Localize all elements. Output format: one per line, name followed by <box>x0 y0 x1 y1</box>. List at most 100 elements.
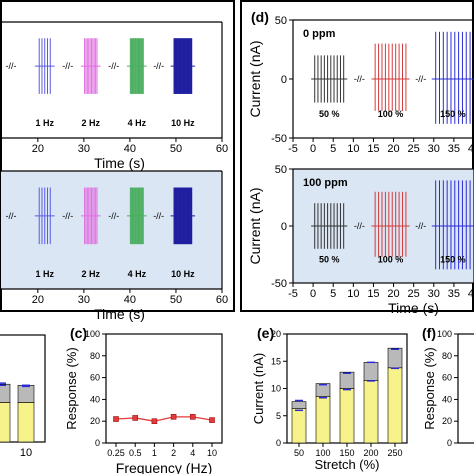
panel-c-xlabel: Frequency (Hz) <box>116 460 212 474</box>
current-0-ytick-label: 0 <box>281 74 287 86</box>
panel-c-point-2 <box>151 418 158 425</box>
panel-c-ytick-label: 40 <box>90 394 100 404</box>
panel-c-xtick-label: 1 <box>152 448 157 458</box>
left-group-border <box>0 0 235 312</box>
current-break-mark-0: -//- <box>354 74 365 84</box>
panel-c-xtick-label: 4 <box>190 448 195 458</box>
panel-c-label: (c) <box>70 325 87 341</box>
trace-1-tick-label: 30 <box>78 294 90 306</box>
segment-label-4hz: 4 Hz <box>128 269 147 279</box>
current-1-tick-label: 25 <box>408 288 420 300</box>
current-1-tick-label: -5 <box>288 288 298 300</box>
current-1-tick-label: 40 <box>468 288 474 300</box>
panel-c-xtick-label: 10 <box>207 448 217 458</box>
trace-1-tick-label: 40 <box>124 294 136 306</box>
break-mark-3: -//- <box>153 211 164 221</box>
current-0-panel-label: (d) <box>251 9 269 25</box>
trace-0-tick-label: 20 <box>32 143 44 155</box>
current-0-tick-label: 5 <box>330 143 336 155</box>
current-label-50: 50 % <box>319 109 340 119</box>
current-0-ylabel: Current (nA) <box>247 40 263 117</box>
right-group-border <box>240 0 474 312</box>
current-segment-150 <box>431 31 474 124</box>
panel-e-bar-grey-4 <box>387 347 403 369</box>
panel-e-ylabel: Current (nA) <box>251 353 266 425</box>
current-segment-100 <box>371 191 410 257</box>
segment-label-10hz: 10 Hz <box>171 269 195 279</box>
current-break-mark-1: -//- <box>415 74 426 84</box>
trace-1-tick-label: 20 <box>32 294 44 306</box>
trace-1-tick-label: 60 <box>216 294 228 306</box>
bar-left-yellow-0 <box>0 402 11 443</box>
current-1-tick-label: 0 <box>310 288 316 300</box>
break-mark-1: -//- <box>62 61 73 71</box>
current-label-150: 150 % <box>440 109 466 119</box>
segment-label-2hz: 2 Hz <box>82 269 101 279</box>
trace-segment-1hz <box>34 187 55 245</box>
current-label-150: 150 % <box>440 254 466 264</box>
segment-label-10hz: 10 Hz <box>171 118 195 128</box>
panel-c-point-1 <box>132 415 138 421</box>
panel-f-ylabel: Response (%) <box>422 347 437 429</box>
segment-label-2hz: 2 Hz <box>82 118 101 128</box>
current-0-tick-label: 15 <box>367 143 379 155</box>
bar-left-grey-1 <box>17 384 35 403</box>
break-mark-0: -//- <box>6 61 17 71</box>
current-0-tick-label: 40 <box>468 143 474 155</box>
current-label-100: 100 % <box>378 109 404 119</box>
panel-e-label: (e) <box>257 325 274 341</box>
panel-f-ytick-label: 0 <box>447 438 452 448</box>
trace-0-xlabel: Time (s) <box>94 155 145 171</box>
break-mark-0: -//- <box>6 211 17 221</box>
current-1-tick-label: 10 <box>347 288 359 300</box>
current-1-ylabel: Current (nA) <box>247 187 263 264</box>
panel-c-point-5 <box>209 417 215 423</box>
segment-label-4hz: 4 Hz <box>128 118 147 128</box>
current-0-tick-label: 30 <box>428 143 440 155</box>
panel-e-bar-grey-2 <box>339 371 355 389</box>
current-1-tick-label: 5 <box>330 288 336 300</box>
trace-segment-2hz <box>80 38 101 94</box>
current-0-ytick-label: 50 <box>275 15 287 27</box>
bar-left-yellow-1 <box>17 402 35 443</box>
current-1-ytick-label: 0 <box>281 221 287 233</box>
segment-label-1hz: 1 Hz <box>35 118 54 128</box>
panel-f-label: (f) <box>422 325 436 341</box>
current-segment-150 <box>431 180 474 270</box>
trace-0-tick-label: 30 <box>78 143 90 155</box>
current-label-50: 50 % <box>319 254 340 264</box>
panel-e-bar-yellow-3 <box>363 380 379 444</box>
current-1-ytick-label: 50 <box>275 164 287 176</box>
panel-c-xtick-label: 0.5 <box>129 448 142 458</box>
panel-e-bar-yellow-2 <box>339 388 355 444</box>
panel-c-frame <box>105 333 223 444</box>
current-1-tick-label: 15 <box>367 288 379 300</box>
panel-c-ytick-label: 60 <box>90 373 100 383</box>
break-mark-2: -//- <box>108 61 119 71</box>
panel-f-ytick-label: 60 <box>442 373 452 383</box>
current-segment-50 <box>311 203 348 249</box>
panel-e-xlabel: Stretch (%) <box>314 457 379 472</box>
trace-segment-10hz <box>170 187 196 245</box>
panel-e-xtick-label: 100 <box>315 448 330 458</box>
trace-segment-4hz <box>126 38 147 94</box>
panel-e-bar-yellow-1 <box>315 396 331 444</box>
panel-e-ytick-label: 5 <box>276 411 281 421</box>
panel-c-line <box>115 416 213 422</box>
trace-segment-1hz <box>34 38 55 94</box>
panel-e-bar-yellow-4 <box>387 367 403 444</box>
panel-c-ylabel: Response (%) <box>64 347 79 429</box>
panel-c-ytick-label: 100 <box>85 329 100 339</box>
current-0-tick-label: 20 <box>387 143 399 155</box>
trace-segment-10hz <box>170 38 196 94</box>
panel-e-bar-grey-1 <box>315 383 331 397</box>
panel-e-ytick-label: 20 <box>271 329 281 339</box>
current-1-tick-label: 35 <box>448 288 460 300</box>
current-0-tick-label: 35 <box>448 143 460 155</box>
current-0-ytick-label: -50 <box>271 133 287 145</box>
trace-0-tick-label: 50 <box>170 143 182 155</box>
trace-segment-2hz <box>80 187 101 245</box>
panel-f-ytick-label: 100 <box>437 329 452 339</box>
